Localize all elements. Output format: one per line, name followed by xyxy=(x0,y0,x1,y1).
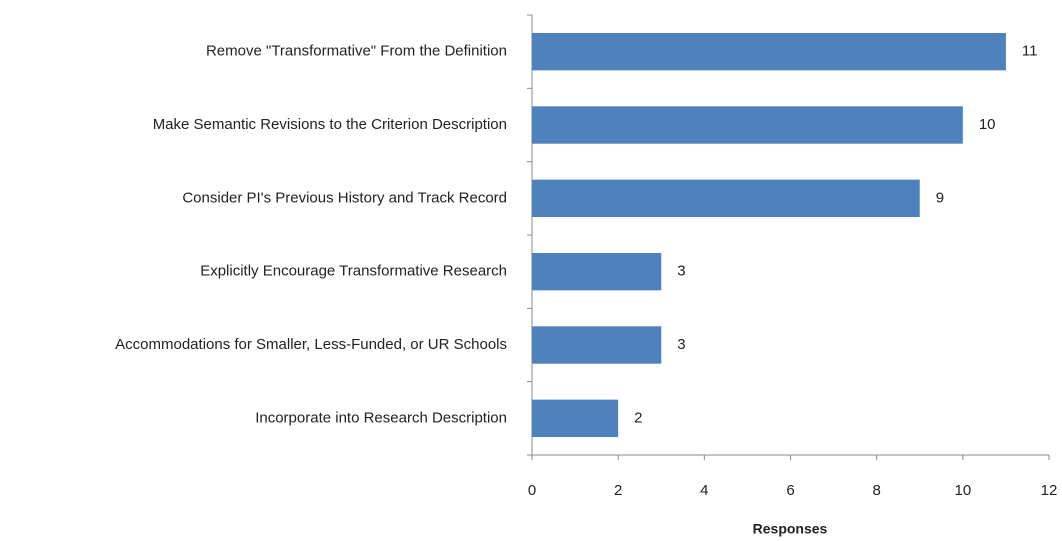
y-tick-label: Accommodations for Smaller, Less-Funded,… xyxy=(115,336,507,353)
x-tick-label: 8 xyxy=(872,482,880,499)
bar xyxy=(532,252,662,291)
x-axis-label: Responses xyxy=(753,521,828,537)
bar xyxy=(532,106,963,144)
bar xyxy=(532,326,662,364)
data-label: 3 xyxy=(677,263,685,280)
data-label: 2 xyxy=(634,409,642,426)
x-tick-label: 4 xyxy=(700,482,708,499)
y-tick-label: Incorporate into Research Description xyxy=(255,409,507,426)
x-tick-label: 0 xyxy=(528,482,536,499)
x-tick-label: 2 xyxy=(614,482,622,499)
bar xyxy=(532,399,619,438)
data-label: 3 xyxy=(677,336,685,353)
y-tick-label: Remove "Transformative" From the Definit… xyxy=(206,43,507,60)
y-tick-label: Make Semantic Revisions to the Criterion… xyxy=(153,116,507,133)
x-tick-label: 6 xyxy=(786,482,794,499)
bar xyxy=(532,179,920,218)
y-tick-label: Consider PI's Previous History and Track… xyxy=(182,189,507,206)
y-tick-label: Explicitly Encourage Transformative Rese… xyxy=(200,263,507,280)
x-tick-label: 12 xyxy=(1041,482,1058,499)
data-label: 11 xyxy=(1022,43,1038,60)
bar xyxy=(532,32,1006,71)
x-tick-label: 10 xyxy=(954,482,971,499)
data-label: 9 xyxy=(936,189,944,206)
data-label: 10 xyxy=(979,116,996,133)
